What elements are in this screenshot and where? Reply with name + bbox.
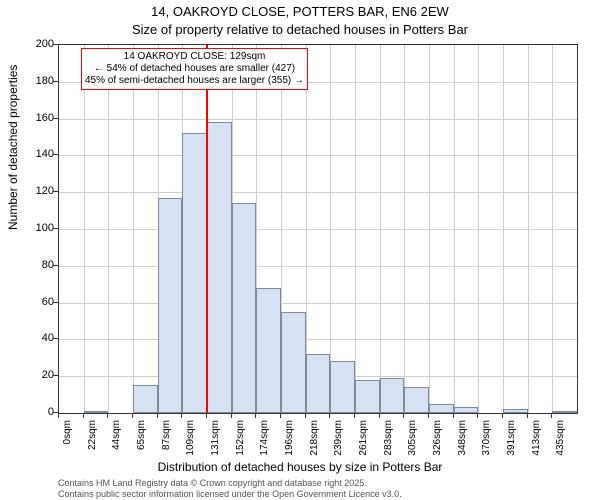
y-tick-label: 40 bbox=[14, 332, 54, 344]
x-tick-mark bbox=[502, 413, 503, 418]
histogram-bar bbox=[133, 385, 158, 413]
x-tick-mark bbox=[527, 413, 528, 418]
grid-line bbox=[59, 229, 577, 230]
annotation-box: 14 OAKROYD CLOSE: 129sqm← 54% of detache… bbox=[81, 48, 308, 90]
histogram-bar bbox=[207, 122, 232, 413]
y-tick-label: 160 bbox=[14, 112, 54, 124]
histogram-bar bbox=[429, 404, 454, 413]
y-tick-label: 100 bbox=[14, 222, 54, 234]
histogram-bar bbox=[281, 312, 306, 413]
y-tick-label: 120 bbox=[14, 185, 54, 197]
grid-line bbox=[380, 45, 381, 413]
x-tick-mark bbox=[132, 413, 133, 418]
grid-line bbox=[59, 303, 577, 304]
grid-line bbox=[59, 155, 577, 156]
histogram-bar bbox=[256, 288, 281, 413]
histogram-bar bbox=[355, 380, 380, 413]
marker-line bbox=[206, 45, 208, 413]
x-tick-mark bbox=[157, 413, 158, 418]
x-tick-mark bbox=[83, 413, 84, 418]
x-tick-mark bbox=[280, 413, 281, 418]
histogram-bar bbox=[158, 198, 183, 413]
y-tick-mark bbox=[53, 302, 58, 303]
grid-line bbox=[528, 45, 529, 413]
footer-line1: Contains HM Land Registry data © Crown c… bbox=[58, 478, 367, 488]
chart-title-line1: 14, OAKROYD CLOSE, POTTERS BAR, EN6 2EW bbox=[0, 4, 600, 19]
y-tick-label: 20 bbox=[14, 369, 54, 381]
y-axis-title: Number of detached properties bbox=[6, 65, 20, 230]
x-tick-mark bbox=[181, 413, 182, 418]
grid-line bbox=[59, 339, 577, 340]
annotation-line: 45% of semi-detached houses are larger (… bbox=[85, 75, 304, 87]
y-tick-mark bbox=[53, 338, 58, 339]
y-tick-label: 200 bbox=[14, 38, 54, 50]
x-tick-mark bbox=[329, 413, 330, 418]
y-tick-mark bbox=[53, 44, 58, 45]
histogram-bar bbox=[232, 203, 257, 413]
histogram-bar bbox=[454, 407, 479, 413]
grid-line bbox=[429, 45, 430, 413]
y-tick-mark bbox=[53, 191, 58, 192]
x-tick-mark bbox=[231, 413, 232, 418]
grid-line bbox=[330, 45, 331, 413]
grid-line bbox=[133, 45, 134, 413]
x-tick-mark bbox=[255, 413, 256, 418]
y-tick-label: 180 bbox=[14, 75, 54, 87]
y-tick-label: 140 bbox=[14, 148, 54, 160]
grid-line bbox=[59, 119, 577, 120]
grid-line bbox=[552, 45, 553, 413]
x-tick-mark bbox=[477, 413, 478, 418]
x-tick-mark bbox=[453, 413, 454, 418]
histogram-bar bbox=[503, 409, 528, 413]
annotation-line: 14 OAKROYD CLOSE: 129sqm bbox=[85, 51, 304, 63]
x-tick-mark bbox=[551, 413, 552, 418]
histogram-bar bbox=[306, 354, 331, 413]
x-axis-title: Distribution of detached houses by size … bbox=[0, 460, 600, 474]
y-tick-mark bbox=[53, 154, 58, 155]
x-tick-mark bbox=[379, 413, 380, 418]
histogram-bar bbox=[404, 387, 429, 413]
x-tick-mark bbox=[107, 413, 108, 418]
x-tick-mark bbox=[354, 413, 355, 418]
y-tick-label: 0 bbox=[14, 406, 54, 418]
x-tick-mark bbox=[58, 413, 59, 418]
x-tick-mark bbox=[206, 413, 207, 418]
histogram-bar bbox=[380, 378, 405, 413]
x-tick-mark bbox=[428, 413, 429, 418]
x-tick-mark bbox=[305, 413, 306, 418]
y-tick-mark bbox=[53, 118, 58, 119]
histogram-bar bbox=[330, 361, 355, 413]
grid-line bbox=[59, 266, 577, 267]
chart-title-line2: Size of property relative to detached ho… bbox=[0, 22, 600, 37]
histogram-bar bbox=[84, 411, 109, 413]
footer-line2: Contains public sector information licen… bbox=[58, 489, 402, 499]
grid-line bbox=[478, 45, 479, 413]
histogram-bar bbox=[552, 411, 577, 413]
y-tick-mark bbox=[53, 375, 58, 376]
y-tick-label: 80 bbox=[14, 259, 54, 271]
grid-line bbox=[454, 45, 455, 413]
grid-line bbox=[108, 45, 109, 413]
annotation-line: ← 54% of detached houses are smaller (42… bbox=[85, 63, 304, 75]
chart-wrapper: 14, OAKROYD CLOSE, POTTERS BAR, EN6 2EW … bbox=[0, 0, 600, 500]
y-tick-mark bbox=[53, 265, 58, 266]
x-tick-mark bbox=[403, 413, 404, 418]
grid-line bbox=[355, 45, 356, 413]
plot-area: 14 OAKROYD CLOSE: 129sqm← 54% of detache… bbox=[58, 44, 578, 414]
y-tick-label: 60 bbox=[14, 296, 54, 308]
grid-line bbox=[404, 45, 405, 413]
grid-line bbox=[59, 192, 577, 193]
y-tick-mark bbox=[53, 228, 58, 229]
y-tick-mark bbox=[53, 81, 58, 82]
histogram-bar bbox=[182, 133, 207, 413]
grid-line bbox=[84, 45, 85, 413]
grid-line bbox=[503, 45, 504, 413]
